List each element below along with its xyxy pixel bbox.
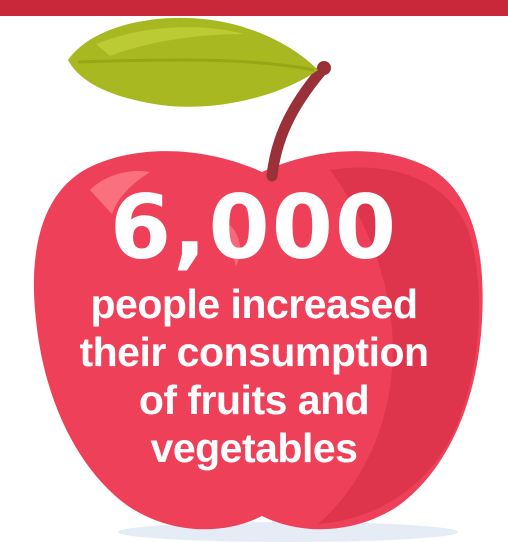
stat-caption: people increased their consumption of fr…	[40, 280, 468, 472]
caption-line-3: of fruits and	[138, 377, 370, 423]
leaf-highlight	[96, 27, 244, 56]
caption-line-2: their consumption	[79, 329, 429, 375]
caption-line-4: vegetables	[150, 425, 358, 471]
apple-highlight	[90, 170, 150, 214]
leaf-vein	[77, 58, 315, 72]
apple-icon	[33, 151, 483, 530]
stem-tip	[317, 61, 331, 75]
stem-icon	[266, 64, 328, 182]
apple-highlight-2	[216, 224, 241, 266]
apple-shading	[318, 167, 480, 524]
top-banner-strip	[0, 0, 508, 16]
stat-number: 6,000	[109, 176, 399, 279]
caption-line-1: people increased	[90, 281, 418, 327]
